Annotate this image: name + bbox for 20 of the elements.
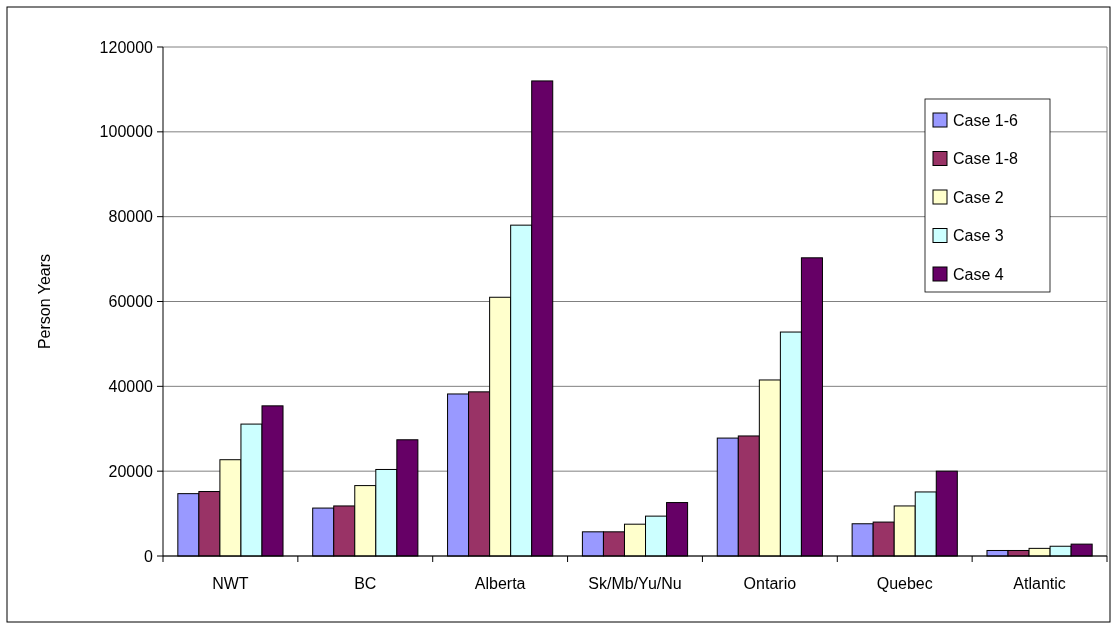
x-tick-label: Quebec: [876, 575, 933, 592]
legend-label: Case 1-8: [953, 150, 1019, 168]
x-tick-label: Ontario: [743, 575, 797, 592]
x-tick-label: BC: [354, 575, 377, 592]
x-tick-label: Atlantic: [1013, 575, 1066, 592]
legend-label: Case 4: [953, 265, 1004, 283]
legend-label: Case 2: [953, 188, 1004, 206]
x-tick-label: Sk/Mb/Yu/Nu: [588, 575, 682, 592]
y-tick-label: 20000: [108, 462, 154, 480]
y-tick-label: 80000: [108, 208, 154, 226]
x-tick-label: NWT: [212, 575, 249, 592]
legend-label: Case 3: [953, 227, 1004, 245]
x-tick-label: Alberta: [474, 575, 526, 592]
y-tick-label: 40000: [108, 377, 154, 395]
y-tick-label: 0: [144, 547, 154, 565]
y-tick-label: 100000: [99, 123, 154, 141]
y-axis-title: Person Years: [36, 253, 53, 350]
y-tick-label: 120000: [99, 38, 154, 56]
y-tick-label: 60000: [108, 293, 154, 311]
legend-label: Case 1-6: [953, 111, 1019, 129]
